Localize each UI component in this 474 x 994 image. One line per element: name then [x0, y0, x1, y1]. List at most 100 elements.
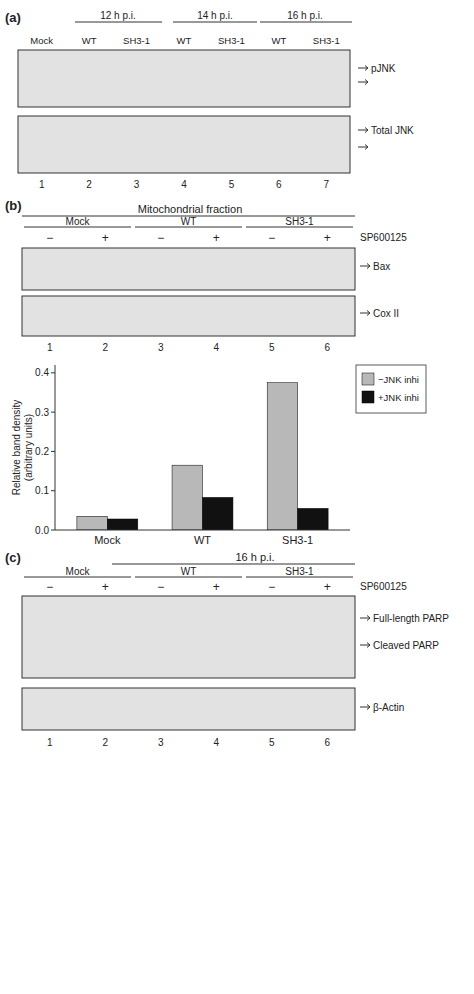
time-label: 12 h p.i.	[100, 10, 136, 21]
lane-number: 5	[229, 179, 235, 190]
bar	[298, 508, 328, 530]
group-label: WT	[181, 566, 197, 577]
panel-label: (c)	[5, 550, 21, 565]
column-label: WT	[82, 35, 97, 46]
blot	[18, 116, 350, 173]
arrow	[360, 645, 370, 646]
y-tick	[51, 490, 55, 491]
group-label: SH3-1	[285, 566, 314, 577]
arrow-head	[367, 705, 370, 710]
arrow	[358, 68, 368, 69]
y-tick	[51, 530, 55, 531]
treatment-label: SP600125	[360, 232, 407, 243]
group-label: WT	[181, 216, 197, 227]
bar	[77, 516, 107, 530]
lane-number: 1	[47, 737, 53, 748]
time-label: 16 h p.i.	[235, 551, 274, 563]
blot	[22, 596, 355, 678]
legend-swatch	[362, 391, 374, 403]
lane-number: 2	[102, 342, 108, 353]
y-tick-label: 0.1	[35, 485, 49, 496]
blot-label: Full-length PARP	[373, 613, 449, 624]
underline	[246, 227, 353, 228]
lane-number: 4	[213, 737, 219, 748]
panel-label: (a)	[5, 10, 21, 25]
lane-number: 3	[158, 737, 164, 748]
column-label: Mock	[30, 35, 53, 46]
lane-number: 4	[213, 342, 219, 353]
panel-label: (b)	[5, 198, 22, 213]
figure: (a) 12 h p.i. 14 h p.i. 16 h p.i. Mock WT SH3-…	[0, 0, 474, 994]
treatment-sign: +	[324, 580, 331, 594]
y-tick-label: 0.2	[35, 446, 49, 457]
column-label: SH3-1	[313, 35, 340, 46]
legend: −JNK inhi+JNK inhi	[356, 365, 426, 413]
arrow	[358, 147, 368, 148]
underline	[173, 22, 257, 23]
underline	[24, 577, 131, 578]
column-label: WT	[271, 35, 286, 46]
underline	[135, 227, 242, 228]
legend-swatch	[362, 373, 374, 385]
arrow	[360, 618, 370, 619]
lane-number: 6	[276, 179, 282, 190]
treatment-sign: −	[157, 580, 164, 594]
treatment-sign: +	[102, 231, 109, 245]
treatment-sign: +	[213, 580, 220, 594]
bar	[107, 519, 137, 530]
blot	[18, 50, 350, 107]
arrow	[360, 266, 370, 267]
underline	[75, 22, 162, 23]
lane-number: 2	[86, 179, 92, 190]
y-tick	[51, 412, 55, 413]
lane-number: 1	[39, 179, 45, 190]
lane-number: 5	[269, 342, 275, 353]
bar	[172, 465, 202, 530]
blot	[22, 296, 355, 336]
blot-label: Cleaved PARP	[373, 640, 439, 651]
arrow-head	[367, 311, 370, 316]
lane-number: 6	[324, 737, 330, 748]
y-tick	[51, 451, 55, 452]
y-axis-label-line: (arbitrary units)	[23, 414, 34, 481]
lane-number: 4	[181, 179, 187, 190]
y-axis-label: Relative band density(arbitrary units)	[11, 400, 34, 496]
arrow-head	[365, 80, 368, 85]
bar	[203, 497, 233, 530]
blot	[22, 248, 355, 290]
group-label: Mock	[66, 566, 91, 577]
arrow	[360, 707, 370, 708]
arrow-head	[365, 66, 368, 71]
y-tick-label: 0.0	[35, 525, 49, 536]
underline	[24, 227, 131, 228]
lane-number: 3	[158, 342, 164, 353]
treatment-sign: +	[324, 231, 331, 245]
treatment-sign: −	[157, 231, 164, 245]
y-tick	[51, 372, 55, 373]
treatment-sign: +	[102, 580, 109, 594]
underline	[135, 577, 242, 578]
legend-entry: +JNK inhi	[378, 392, 419, 403]
arrow	[358, 82, 368, 83]
y-tick-label: 0.4	[35, 367, 49, 378]
treatment-sign: −	[46, 231, 53, 245]
treatment-sign: −	[46, 580, 53, 594]
lane-number: 1	[47, 342, 53, 353]
blot	[22, 688, 355, 730]
lane-number: 6	[324, 342, 330, 353]
lane-number: 7	[324, 179, 330, 190]
x-tick-label: SH3-1	[282, 534, 313, 546]
blot-label: Cox II	[373, 308, 399, 319]
arrow-head	[367, 264, 370, 269]
arrow	[358, 130, 368, 131]
group-label: SH3-1	[285, 216, 314, 227]
lane-number: 3	[134, 179, 140, 190]
arrow-head	[365, 145, 368, 150]
time-label: 14 h p.i.	[197, 10, 233, 21]
treatment-label: SP600125	[360, 581, 407, 592]
arrow	[360, 313, 370, 314]
underline	[260, 22, 352, 23]
x-tick-label: WT	[194, 534, 211, 546]
underline	[112, 564, 355, 565]
bar	[267, 383, 297, 530]
